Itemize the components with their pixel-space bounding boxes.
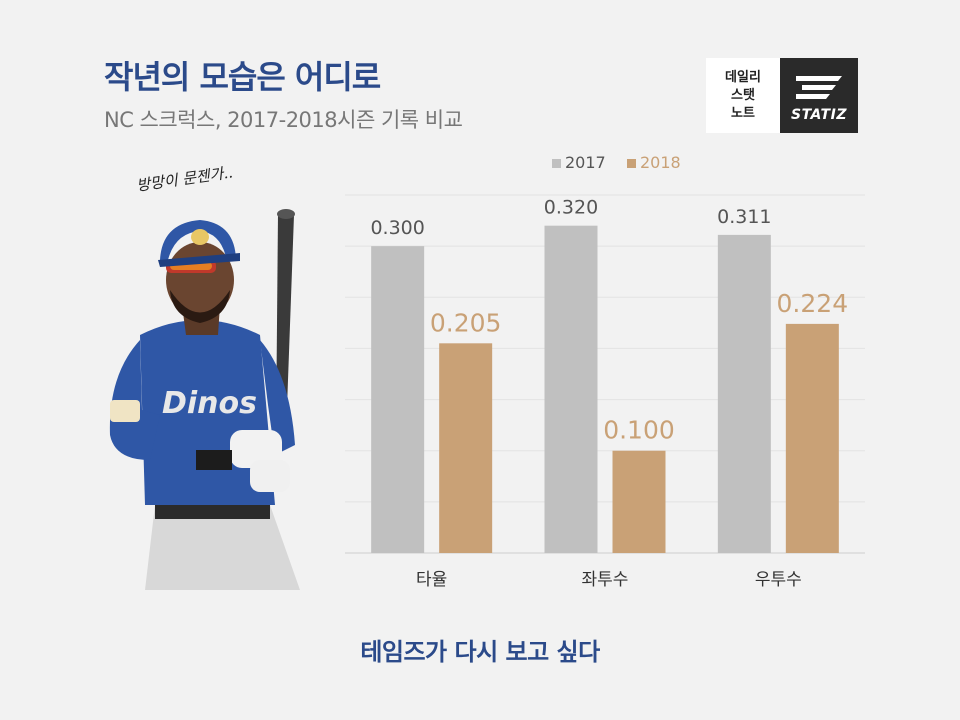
statiz-brand-text: STATIZ [791, 107, 847, 123]
x-tick-label: 타율 [416, 570, 447, 590]
value-label-2018-0: 0.205 [430, 308, 502, 337]
daily-stat-note-logo: 데일리 스탯 노트 [706, 58, 780, 133]
page-subtitle: NC 스크럭스, 2017-2018시즌 기록 비교 [104, 108, 463, 132]
svg-text:Dinos: Dinos [162, 386, 257, 421]
x-tick-label: 우투수 [755, 570, 802, 590]
logo-line-3: 노트 [731, 105, 755, 121]
bar-2017-1 [544, 225, 598, 553]
bar-2018-2 [785, 323, 839, 553]
legend-swatch-2017 [552, 159, 561, 168]
chart-gridlines [345, 194, 865, 554]
statiz-brand-mark: STATIZ [780, 58, 858, 133]
speed-lines-icon [796, 76, 842, 99]
chart-bars [371, 225, 839, 554]
footer-caption: 테임즈가 다시 보고 싶다 [360, 638, 600, 666]
page-title: 작년의 모습은 어디로 [104, 58, 381, 96]
logo-line-1: 데일리 [725, 69, 761, 85]
value-label-2017-1: 0.320 [544, 197, 598, 219]
value-label-2018-1: 0.100 [603, 416, 675, 445]
value-label-2018-2: 0.224 [777, 289, 849, 318]
bar-2017-2 [717, 234, 771, 554]
legend-label-2018: 2018 [640, 153, 681, 172]
bar-2018-0 [439, 343, 493, 553]
chart-value-labels: 0.300 0.205 0.320 0.100 0.311 0.224 [370, 197, 848, 445]
bar-2018-1 [612, 450, 666, 553]
bar-2017-0 [371, 246, 425, 553]
chart-legend: 2017 2018 [552, 153, 681, 172]
baseball-player-illustration: Dinos [109, 209, 300, 590]
value-label-2017-0: 0.300 [370, 217, 424, 239]
x-tick-label: 좌투수 [582, 570, 629, 590]
legend-swatch-2018 [627, 159, 636, 168]
statiz-logo: 데일리 스탯 노트 STATIZ [706, 58, 858, 133]
legend-label-2017: 2017 [565, 153, 606, 172]
value-label-2017-2: 0.311 [717, 206, 771, 228]
chart-x-tick-labels: 타율 좌투수 우투수 [416, 570, 802, 590]
logo-line-2: 스탯 [731, 87, 755, 103]
